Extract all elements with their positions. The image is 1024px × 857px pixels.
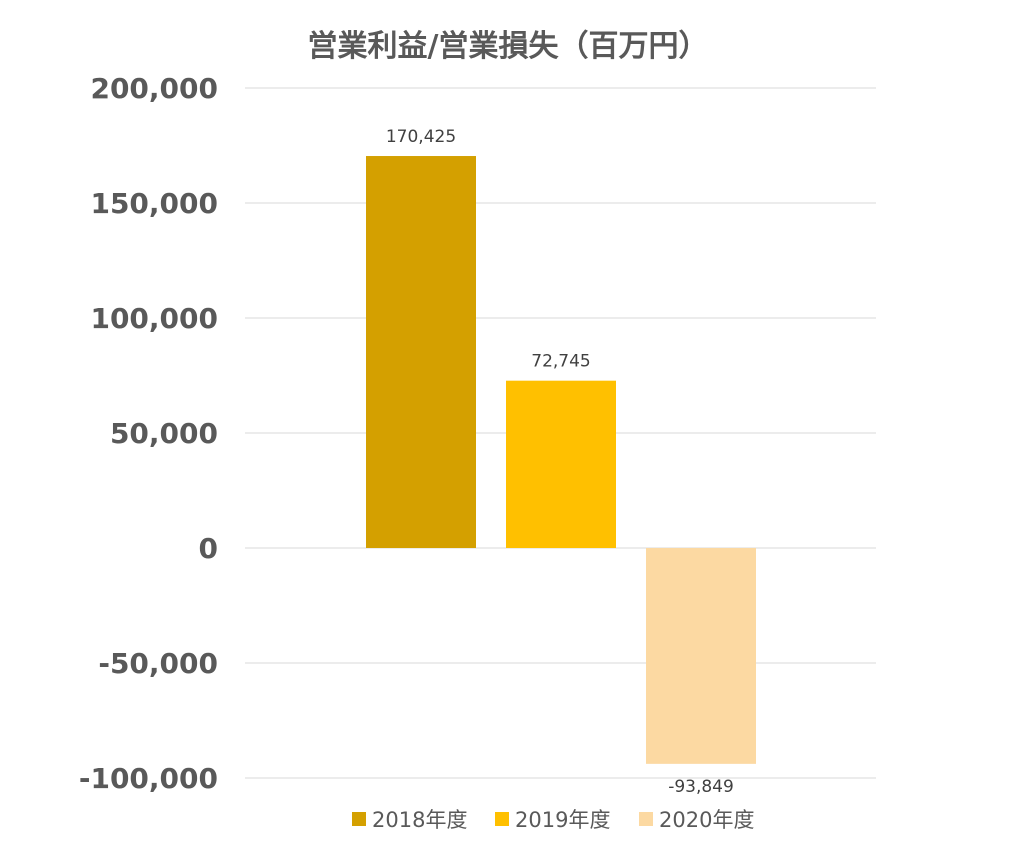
- data-label: -93,849: [668, 777, 734, 797]
- y-tick-label: 50,000: [110, 417, 218, 450]
- legend-swatch: [495, 812, 509, 826]
- data-label: 170,425: [386, 127, 456, 147]
- y-tick-label: -50,000: [98, 647, 218, 680]
- legend-label: 2018年度: [372, 808, 467, 832]
- bars: [366, 156, 756, 764]
- y-tick-label: -100,000: [79, 762, 218, 795]
- legend-swatch: [639, 812, 653, 826]
- legend-label: 2019年度: [515, 808, 610, 832]
- bar-2018年度: [366, 156, 476, 548]
- chart-title: 営業利益/営業損失（百万円）: [308, 29, 709, 64]
- data-labels: 170,425 72,745 -93,849: [386, 127, 734, 797]
- legend-swatch: [352, 812, 366, 826]
- legend-label: 2020年度: [659, 808, 754, 832]
- legend: 2018年度 2019年度 2020年度: [352, 808, 754, 832]
- bar-2019年度: [506, 380, 616, 548]
- y-axis-tick-labels: 200,000 150,000 100,000 50,000 0 -50,000 -100,…: [79, 72, 218, 795]
- y-tick-label: 0: [199, 532, 218, 565]
- bar-2020年度: [646, 548, 756, 764]
- y-tick-label: 200,000: [90, 72, 218, 105]
- data-label: 72,745: [531, 352, 590, 372]
- y-tick-label: 150,000: [90, 187, 218, 220]
- y-tick-label: 100,000: [90, 302, 218, 335]
